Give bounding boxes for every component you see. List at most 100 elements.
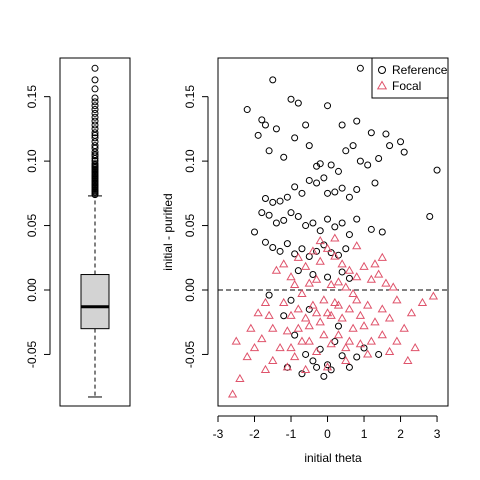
reference-point [367,225,375,233]
focal-point [268,355,278,364]
reference-point [302,222,310,230]
focal-point [242,352,252,361]
reference-point [261,238,269,246]
y-axis-title: initial - purified [161,193,175,270]
reference-point [265,291,273,299]
outlier-point [91,134,99,142]
focal-point [322,308,333,317]
reference-point [371,179,379,187]
focal-point [322,362,333,371]
reference-point [265,147,273,155]
reference-point [291,134,299,142]
reference-point [316,227,324,235]
reference-point [342,147,350,155]
focal-point [300,261,311,270]
reference-point [356,157,364,165]
focal-point [355,310,366,319]
focal-point [311,274,322,283]
reference-point [353,215,361,223]
outlier-point [91,102,99,110]
reference-point [309,271,317,279]
reference-point [345,274,353,282]
focal-point [315,236,325,245]
focal-point [308,246,318,255]
boxplot-y-tick-label: 0.10 [25,149,39,173]
reference-point [258,209,266,217]
reference-point [298,245,306,253]
x-tick-label: 2 [397,427,404,441]
reference-point [294,99,302,107]
reference-point [298,370,306,378]
outlier-point [91,106,99,114]
legend-focal-label: Focal [392,79,421,93]
reference-point [302,350,310,358]
reference-point [272,219,280,227]
y-tick-label: -0.05 [183,340,197,368]
focal-point [268,323,278,332]
reference-point [345,231,353,239]
focal-point [341,282,351,291]
focal-point [381,278,391,287]
reference-point [353,117,361,125]
reference-point [276,247,284,255]
focal-point [282,326,293,335]
focal-point [359,321,369,330]
focal-point [337,313,347,322]
focal-point [333,277,344,286]
focal-point [322,243,333,252]
boxplot-y-tick-label: 0.05 [25,214,39,238]
focal-point [344,304,355,313]
focal-point [290,279,300,288]
x-axis-title: initial theta [304,451,362,465]
focal-point [417,297,428,306]
focal-point [392,336,402,345]
focal-point [290,352,300,361]
outlier-point [91,142,99,150]
reference-point [320,174,328,182]
focal-point [311,308,322,317]
focal-point [392,295,402,304]
reference-point [294,267,302,275]
focal-point [227,389,238,398]
focal-point [377,330,387,339]
reference-point [338,352,346,360]
focal-point [315,317,325,326]
focal-point [286,342,296,352]
reference-point [251,228,259,236]
reference-point [338,121,346,129]
x-tick-label: -2 [249,427,260,441]
reference-point [276,197,284,205]
boxplot-y-tick-label: 0.00 [25,278,39,302]
outlier-point [91,125,99,133]
reference-point [254,131,262,139]
focal-points [227,233,439,398]
focal-point [297,336,307,345]
focal-point [264,310,274,319]
boxplot-panel: -0.05 0.00 0.05 0.10 0.15 [25,57,131,407]
outlier-point [91,98,99,106]
scatter-x-axis: -3 -2 -1 0 1 2 3 [213,415,441,441]
focal-point [370,317,380,326]
outlier-point [91,64,99,72]
focal-point [311,346,322,355]
focal-point [384,346,395,355]
reference-point [283,240,291,248]
legend-focal-marker [376,80,388,90]
focal-point [366,274,376,283]
focal-point [253,308,263,317]
boxplot-y-axis: -0.05 0.00 0.05 0.10 0.15 [25,85,51,368]
focal-point [410,342,420,352]
legend: Reference Focal [371,57,449,99]
focal-point [260,364,271,374]
reference-point [331,188,339,196]
reference-point [316,160,324,168]
reference-point [261,194,269,202]
reference-point [338,184,346,192]
focal-point [363,349,373,358]
reference-points [243,64,441,380]
reference-point [433,166,441,174]
reference-point [338,219,346,227]
reference-point [269,243,277,251]
focal-point [282,362,293,371]
focal-point [355,339,366,348]
